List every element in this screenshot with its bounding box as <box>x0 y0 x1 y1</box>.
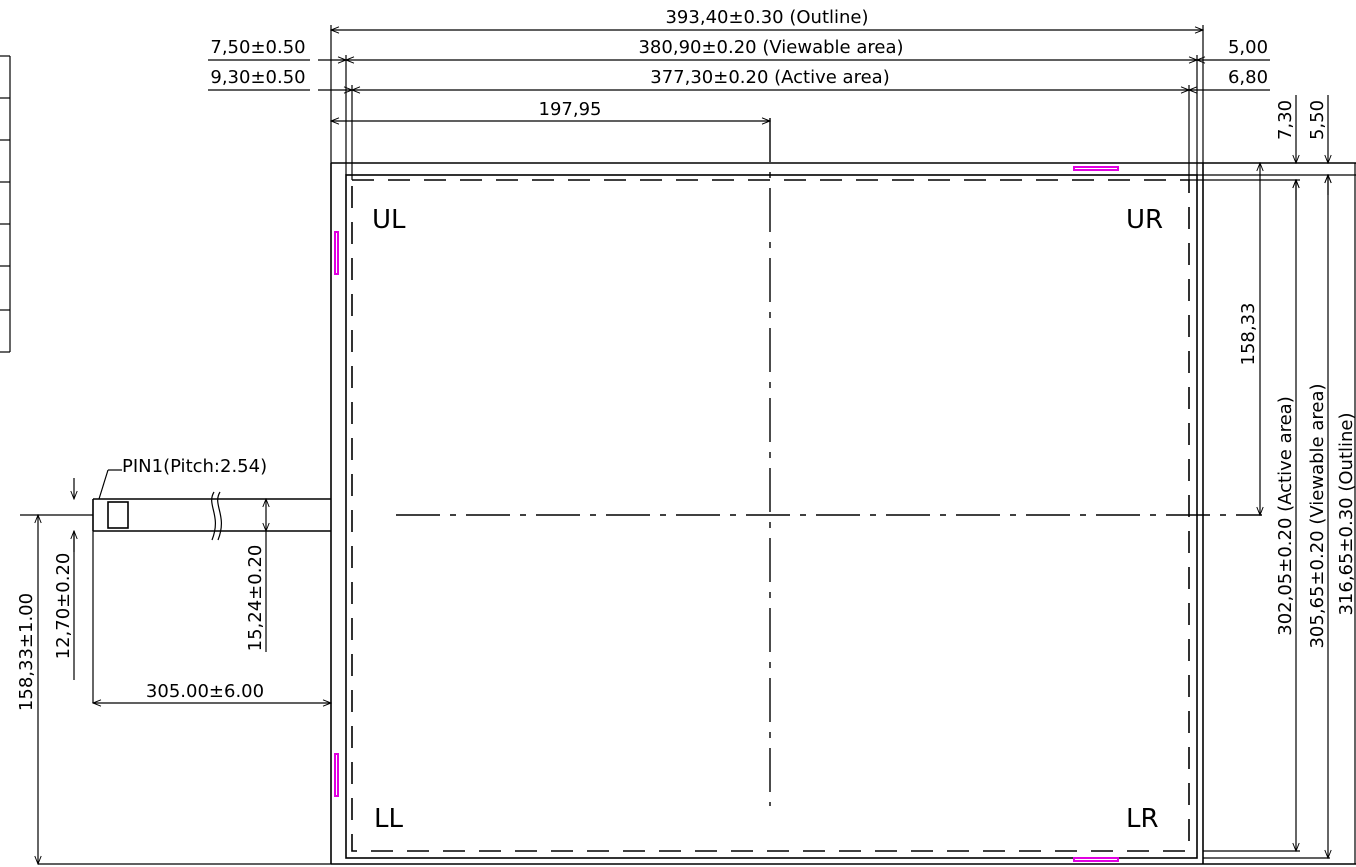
extension-lines <box>330 25 1356 859</box>
active-width-label: 377,30±0.20 (Active area) <box>650 67 889 88</box>
left-table-fragment <box>0 55 11 353</box>
magenta-markers <box>334 166 1119 862</box>
right-viewable-offset-label: 5,00 <box>1228 37 1268 58</box>
panel-outline <box>330 162 1356 865</box>
tail-inner-width-label: 12,70±0.20 <box>53 553 74 660</box>
viewable-width-label: 380,90±0.20 (Viewable area) <box>638 37 903 58</box>
corner-lower-left: LL <box>374 804 403 834</box>
corner-lower-right: LR <box>1126 804 1159 834</box>
left-active-offset-label: 9,30±0.50 <box>210 67 305 88</box>
top-active-offset-label: 7,30 <box>1275 100 1296 140</box>
center-y-label: 158,33 <box>1238 303 1259 366</box>
outline-height-label: 316,65±0.30 (Outline) <box>1336 412 1356 615</box>
left-dimensions <box>38 469 331 864</box>
right-active-offset-label: 6,80 <box>1228 67 1268 88</box>
tail-length-label: 305.00±6.00 <box>146 681 264 702</box>
corner-upper-right: UR <box>1126 205 1163 235</box>
center-x-label: 197,95 <box>539 99 602 120</box>
viewable-height-label: 305,65±0.20 (Viewable area) <box>1307 383 1328 648</box>
corner-upper-left: UL <box>372 205 406 235</box>
left-viewable-offset-label: 7,50±0.50 <box>210 37 305 58</box>
top-viewable-offset-label: 5,50 <box>1307 100 1328 140</box>
tail-width-label: 15,24±0.20 <box>245 545 266 652</box>
viewable-area <box>345 174 1198 859</box>
tail-position-label: 158,33±1.00 <box>16 593 37 711</box>
fpc-tail <box>20 491 331 541</box>
outline-width-label: 393,40±0.30 (Outline) <box>665 7 868 28</box>
active-height-label: 302,05±0.20 (Active area) <box>1275 396 1296 635</box>
top-dimensions <box>208 30 1270 121</box>
right-dimensions <box>1260 95 1356 864</box>
pin1-label: PIN1(Pitch:2.54) <box>122 456 267 477</box>
